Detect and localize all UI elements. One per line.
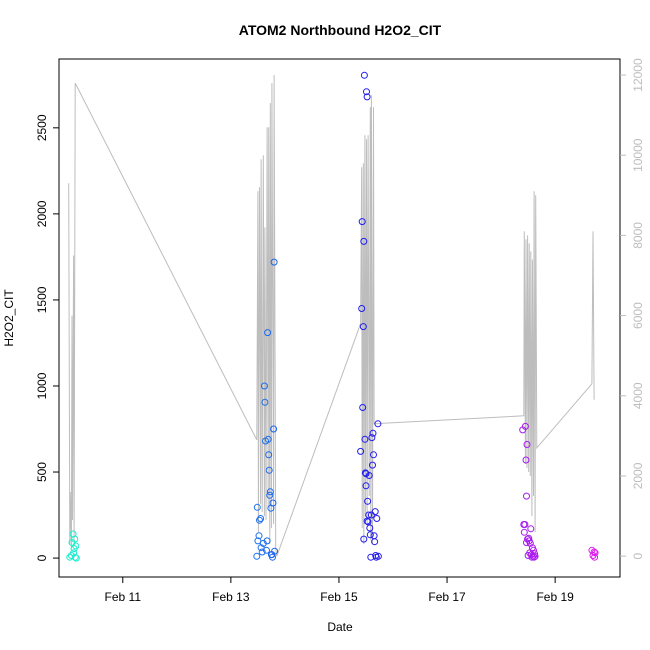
data-point xyxy=(359,323,367,331)
data-point xyxy=(363,517,371,525)
y2-tick-label: 0 xyxy=(631,552,645,559)
data-point xyxy=(360,71,368,79)
x-axis-label: Date xyxy=(327,620,353,634)
data-point xyxy=(269,499,277,507)
data-point xyxy=(591,549,599,557)
data-point xyxy=(369,461,376,469)
y-tick-label: 2000 xyxy=(35,200,49,227)
data-point xyxy=(368,434,376,442)
data-point xyxy=(360,237,368,245)
data-point xyxy=(358,305,366,312)
data-point xyxy=(255,532,263,540)
y-tick-label: 500 xyxy=(35,462,49,482)
data-point xyxy=(362,482,370,490)
y2-tick-label: 10000 xyxy=(631,138,645,172)
data-point xyxy=(256,516,263,524)
data-point xyxy=(370,451,377,459)
data-point xyxy=(371,538,379,546)
x-tick-label: Feb 13 xyxy=(212,590,250,604)
data-point xyxy=(253,503,261,511)
x-tick-label: Feb 15 xyxy=(320,590,358,604)
x-tick-label: Feb 19 xyxy=(536,590,574,604)
data-point xyxy=(265,451,273,459)
y-axis-label: H2O2_CIT xyxy=(2,289,16,347)
data-point xyxy=(531,552,539,560)
y2-tick-label: 12000 xyxy=(631,58,645,92)
x-tick-label: Feb 17 xyxy=(428,590,466,604)
y-tick-label: 1000 xyxy=(35,372,49,399)
data-point xyxy=(374,420,382,428)
data-point xyxy=(531,550,539,558)
y-tick-label: 0 xyxy=(35,554,49,561)
data-point xyxy=(71,535,79,543)
y2-tick-label: 4000 xyxy=(631,382,645,409)
data-point xyxy=(366,524,374,532)
data-point xyxy=(253,552,261,560)
data-point xyxy=(520,528,528,536)
data-point xyxy=(260,382,268,390)
data-point xyxy=(266,491,274,499)
y2-tick-label: 2000 xyxy=(631,462,645,489)
data-point xyxy=(66,553,74,561)
data-point xyxy=(265,466,273,474)
data-point xyxy=(271,547,279,555)
scatter-points xyxy=(66,71,599,562)
y2-tick-label: 6000 xyxy=(631,302,645,329)
data-point xyxy=(369,429,377,437)
axes: 0 500 1000 1500 2000 2500 0 2000 4000 6000 8000 100… xyxy=(35,58,645,604)
x-tick-label: Feb 11 xyxy=(105,590,142,604)
data-point xyxy=(362,470,370,478)
data-point xyxy=(361,435,369,443)
data-point xyxy=(523,441,531,448)
y2-tick-label: 8000 xyxy=(631,222,645,249)
data-point xyxy=(263,546,270,554)
data-point xyxy=(366,531,374,539)
data-point xyxy=(263,537,271,545)
data-point xyxy=(364,497,372,505)
data-point xyxy=(521,422,529,430)
data-point xyxy=(261,398,269,406)
data-point xyxy=(264,435,272,443)
data-point xyxy=(590,548,598,556)
data-point xyxy=(523,539,530,547)
data-point xyxy=(270,258,278,266)
data-point xyxy=(358,218,366,226)
secondary-series xyxy=(68,74,595,557)
y-tick-label: 1500 xyxy=(35,286,49,313)
data-point xyxy=(359,404,367,411)
data-point xyxy=(266,488,274,496)
data-point xyxy=(363,88,370,96)
data-point xyxy=(258,548,266,556)
y-tick-label: 2500 xyxy=(35,114,49,141)
data-point xyxy=(530,553,538,561)
data-point xyxy=(257,544,265,552)
data-point xyxy=(71,553,79,561)
data-point xyxy=(264,329,272,337)
data-point xyxy=(591,553,599,561)
data-point xyxy=(257,515,265,522)
data-point xyxy=(72,554,80,562)
chart-title: ATOM2 Northbound H2O2_CIT xyxy=(239,22,442,38)
data-point xyxy=(360,535,368,543)
data-point xyxy=(269,553,276,561)
data-point xyxy=(523,492,530,500)
data-point xyxy=(522,456,530,464)
data-point xyxy=(373,515,381,522)
data-point xyxy=(363,93,371,101)
data-point xyxy=(521,521,529,528)
data-point xyxy=(364,518,372,526)
data-point xyxy=(526,539,534,547)
data-point xyxy=(72,542,80,550)
plot-frame xyxy=(58,58,621,578)
secondary-line xyxy=(68,74,595,557)
data-point xyxy=(357,447,365,455)
data-point xyxy=(371,508,379,516)
data-point xyxy=(270,425,278,433)
data-point xyxy=(527,525,535,533)
data-point xyxy=(374,552,382,560)
